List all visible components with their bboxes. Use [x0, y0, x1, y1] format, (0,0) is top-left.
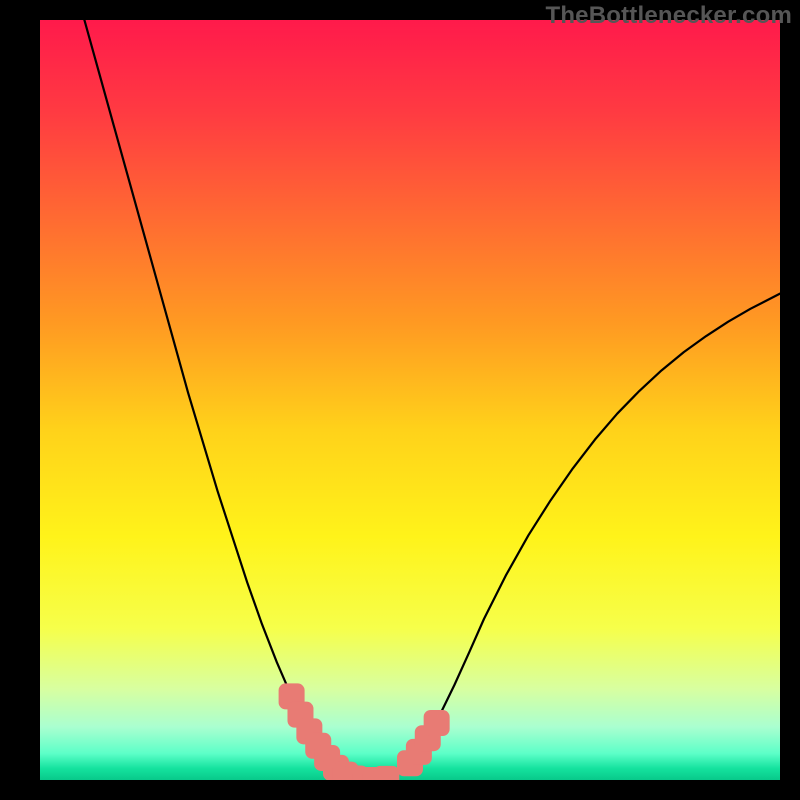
highlight-marker	[424, 710, 450, 736]
watermark-text: TheBottlenecker.com	[545, 2, 792, 30]
plot-gradient	[40, 20, 780, 780]
chart-container: TheBottlenecker.com	[0, 0, 800, 800]
bottleneck-chart	[0, 0, 800, 800]
